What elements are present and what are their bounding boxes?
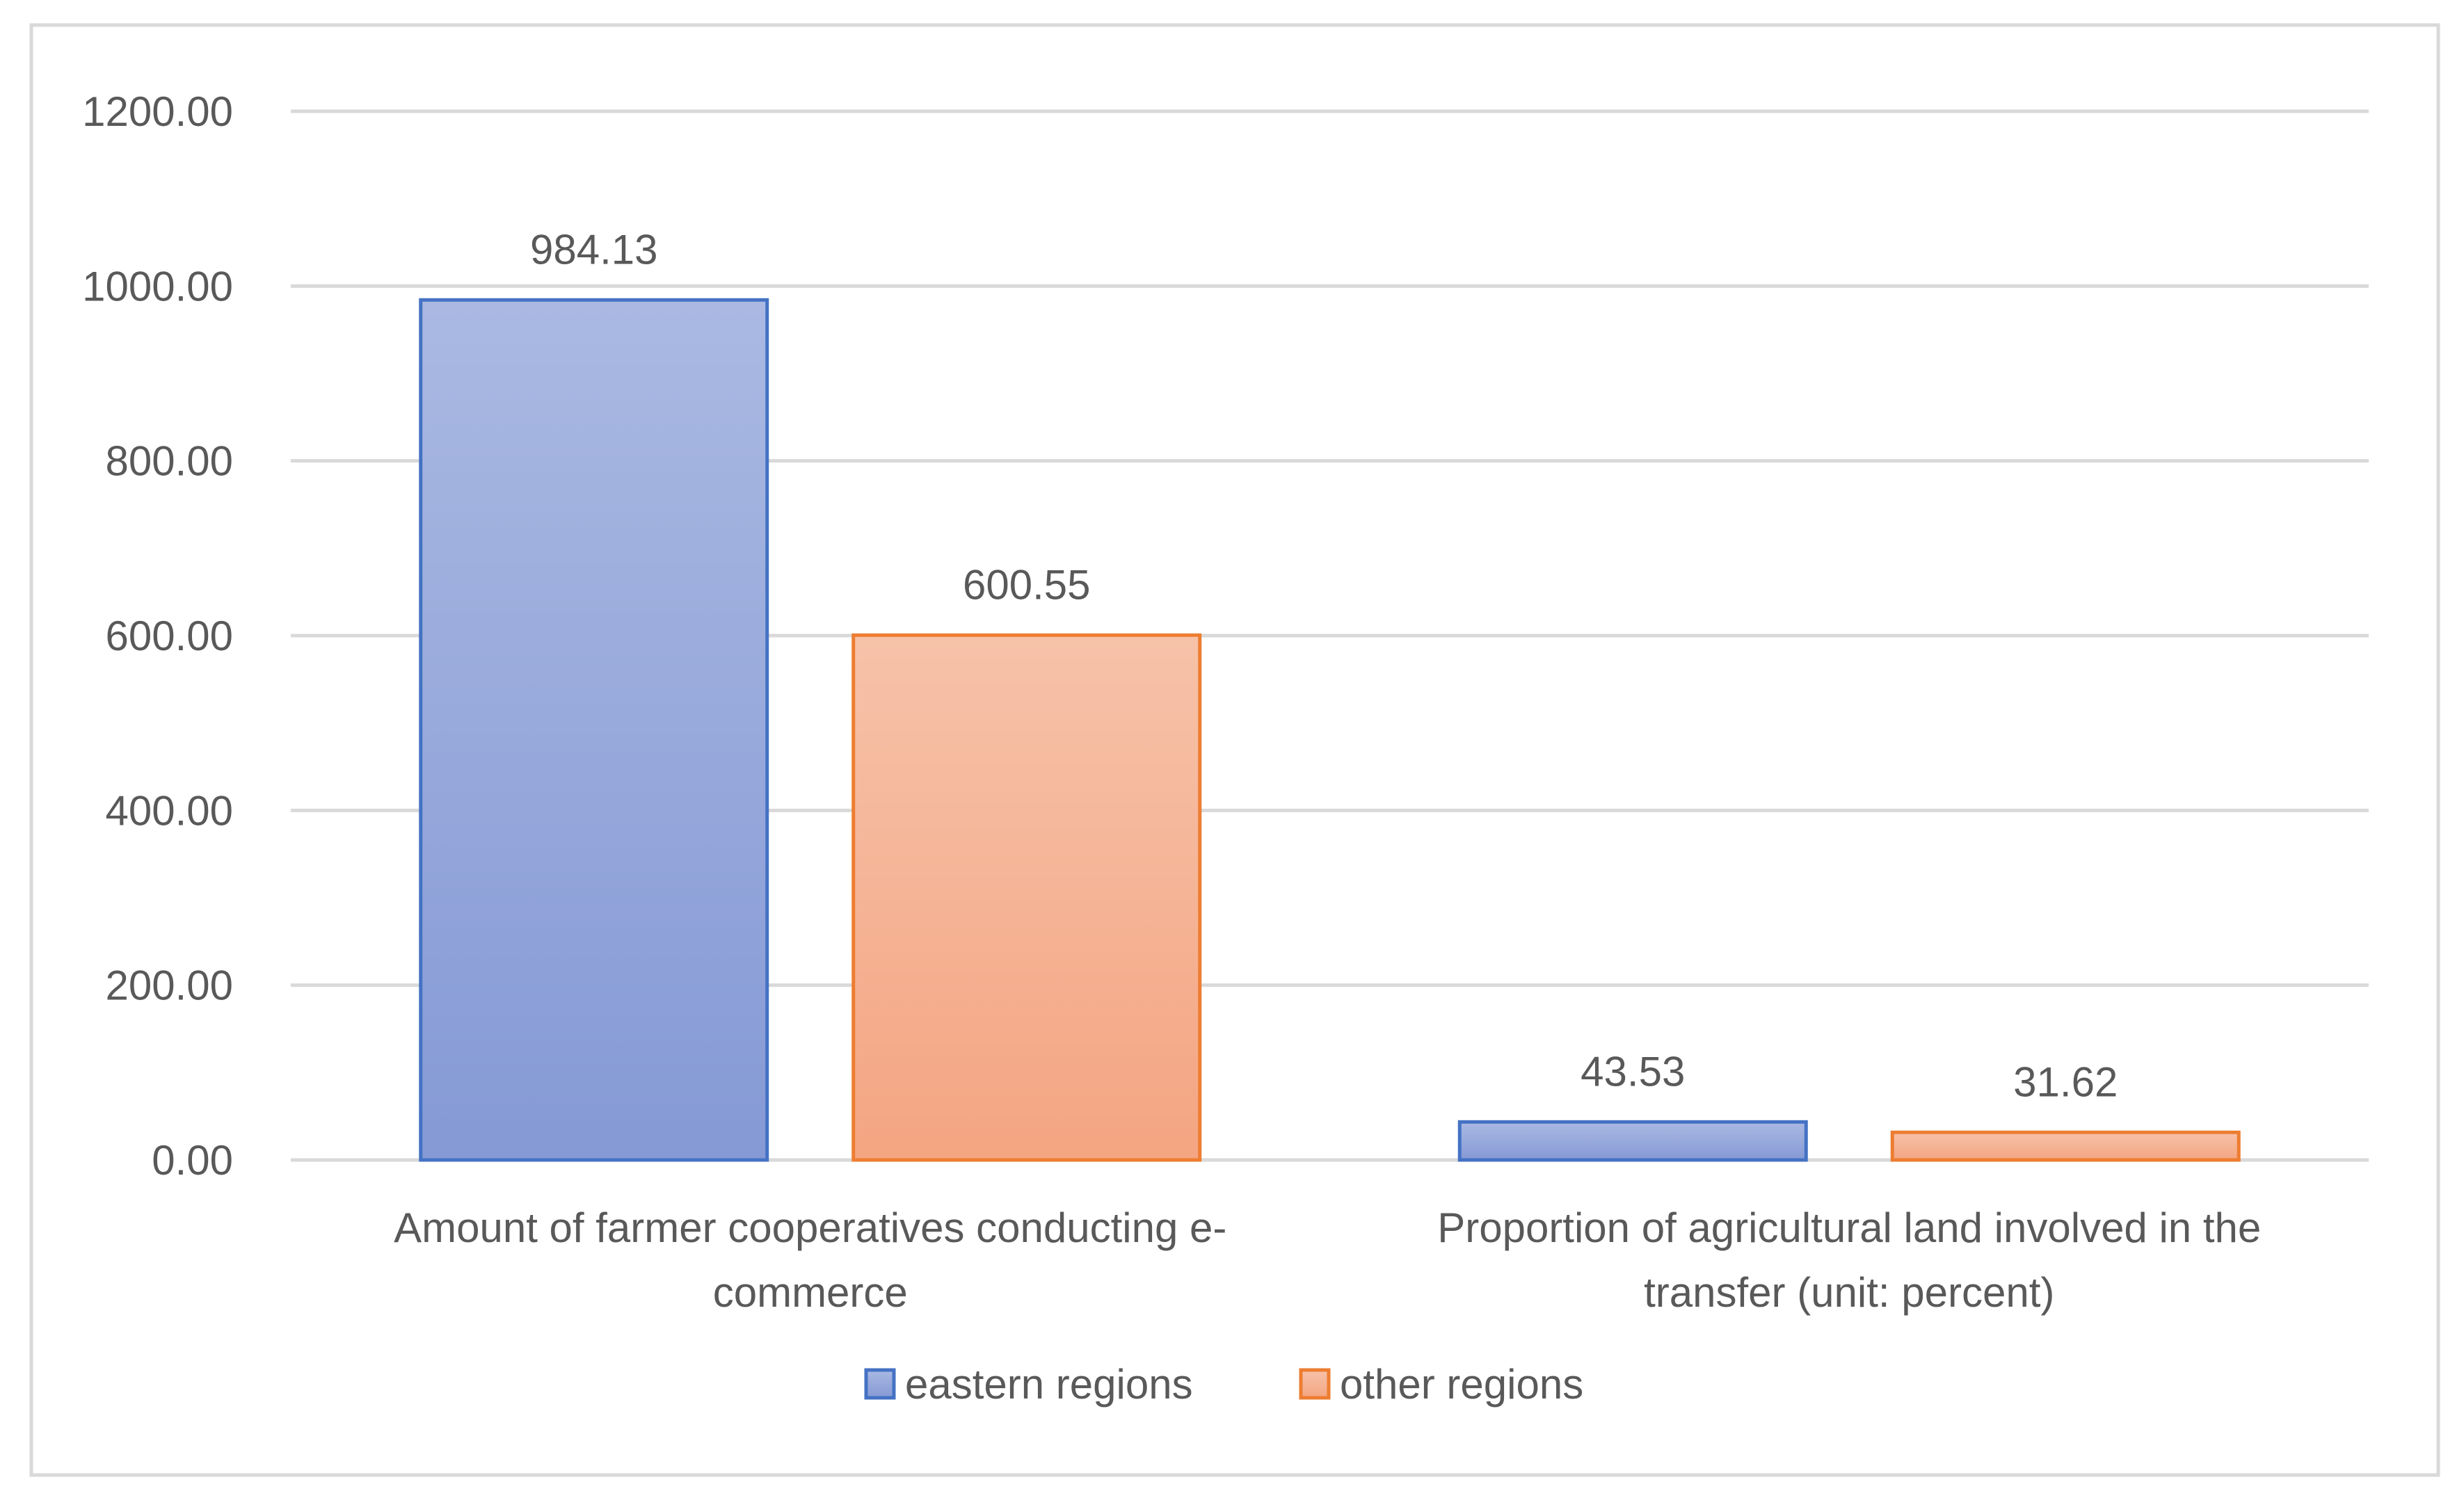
- x-category-label: transfer (unit: percent): [1644, 1269, 2054, 1316]
- data-labels: 984.13 43.53 600.55 31.62: [530, 226, 2118, 1105]
- chart-frame: [29, 23, 2440, 1477]
- bar-eastern-regions-0: [419, 298, 769, 1162]
- bar-other-regions-0: [851, 633, 1202, 1162]
- y-axis-tick-labels: 0.00 200.00 400.00 600.00 800.00 1000.00 1200.…: [82, 88, 233, 1184]
- bar-eastern-regions-1: [1457, 1120, 1808, 1162]
- y-tick-label: 800.00: [105, 438, 233, 485]
- y-tick-label: 200.00: [105, 962, 233, 1009]
- x-category-label: commerce: [713, 1269, 908, 1316]
- legend: eastern regions other regions: [864, 1361, 1583, 1408]
- y-tick-label: 0.00: [152, 1137, 233, 1184]
- data-label: 984.13: [530, 226, 658, 273]
- x-category-label: Amount of farmer cooperatives conducting…: [394, 1204, 1226, 1251]
- y-tick-label: 400.00: [105, 787, 233, 834]
- legend-swatch: [864, 1368, 896, 1400]
- y-tick-label: 600.00: [105, 613, 233, 659]
- legend-label: eastern regions: [905, 1361, 1193, 1408]
- y-tick-label: 1000.00: [82, 263, 233, 309]
- data-label: 43.53: [1581, 1048, 1685, 1095]
- legend-label: other regions: [1340, 1361, 1583, 1408]
- data-label: 600.55: [963, 561, 1091, 608]
- y-tick-label: 1200.00: [82, 88, 233, 135]
- legend-swatch: [1299, 1368, 1331, 1400]
- x-category-label: Proportion of agricultural land involved…: [1437, 1204, 2261, 1251]
- x-axis-category-labels: Amount of farmer cooperatives conducting…: [394, 1204, 2261, 1316]
- bars: [419, 298, 2241, 1162]
- data-label: 31.62: [2013, 1058, 2118, 1105]
- bar-other-regions-1: [1890, 1130, 2241, 1162]
